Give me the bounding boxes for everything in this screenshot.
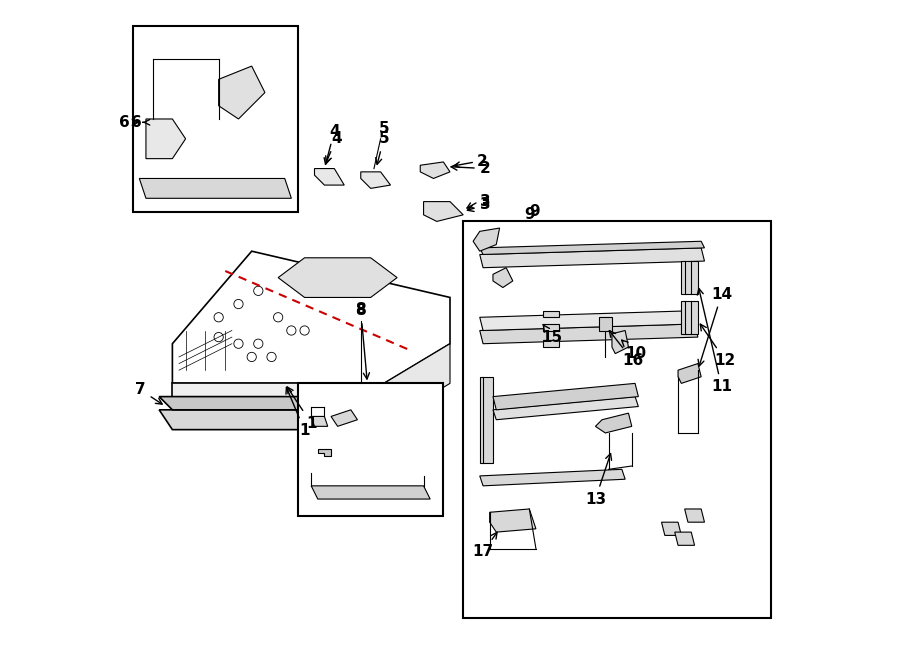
Polygon shape [480, 377, 493, 463]
Polygon shape [361, 172, 391, 188]
Polygon shape [331, 410, 357, 426]
Text: 15: 15 [541, 325, 562, 344]
Polygon shape [681, 301, 698, 334]
Text: 17: 17 [472, 532, 497, 559]
Text: 13: 13 [585, 453, 611, 506]
Polygon shape [490, 509, 536, 532]
Polygon shape [493, 268, 513, 288]
Polygon shape [493, 383, 638, 410]
Text: 2: 2 [476, 155, 487, 169]
Polygon shape [473, 228, 500, 251]
Text: 3: 3 [480, 194, 491, 209]
Polygon shape [681, 261, 698, 294]
Text: 1: 1 [286, 387, 310, 438]
Polygon shape [612, 330, 628, 354]
Polygon shape [278, 258, 397, 297]
Polygon shape [140, 178, 292, 198]
Text: 3: 3 [467, 198, 491, 212]
Polygon shape [480, 469, 626, 486]
Polygon shape [685, 509, 705, 522]
Polygon shape [173, 383, 384, 423]
Text: 11: 11 [698, 288, 732, 394]
Bar [132, 26, 298, 212]
Text: 12: 12 [700, 324, 735, 368]
Polygon shape [480, 248, 705, 268]
Polygon shape [675, 532, 695, 545]
Text: 8: 8 [356, 303, 370, 379]
Text: 10: 10 [622, 340, 646, 361]
Text: 6: 6 [131, 115, 142, 130]
Polygon shape [159, 397, 318, 410]
Polygon shape [662, 522, 681, 535]
Polygon shape [173, 251, 450, 383]
Text: 4: 4 [326, 132, 342, 163]
Polygon shape [493, 397, 638, 420]
Text: 2: 2 [451, 161, 490, 176]
Polygon shape [384, 344, 450, 423]
Polygon shape [543, 340, 559, 347]
Bar [464, 221, 770, 618]
Text: 4: 4 [324, 124, 339, 165]
Polygon shape [480, 324, 698, 344]
Text: 16: 16 [609, 330, 644, 368]
Bar [298, 383, 444, 516]
Polygon shape [678, 364, 701, 383]
Polygon shape [318, 449, 331, 456]
Text: 5: 5 [375, 132, 389, 165]
Polygon shape [314, 169, 344, 185]
Polygon shape [420, 162, 450, 178]
Polygon shape [480, 241, 705, 254]
Text: 5: 5 [379, 120, 389, 136]
Polygon shape [146, 119, 185, 159]
Polygon shape [424, 202, 464, 221]
Polygon shape [543, 311, 559, 317]
Text: 9: 9 [524, 208, 535, 222]
Polygon shape [159, 410, 318, 430]
Polygon shape [596, 413, 632, 433]
Text: 7: 7 [135, 383, 162, 404]
Text: 9: 9 [529, 204, 540, 219]
Text: 14: 14 [698, 287, 733, 366]
Polygon shape [480, 311, 698, 330]
Polygon shape [219, 66, 265, 119]
Polygon shape [311, 416, 328, 426]
Polygon shape [311, 486, 430, 499]
Text: 8: 8 [356, 302, 366, 317]
Polygon shape [598, 317, 612, 330]
Polygon shape [543, 324, 559, 330]
Text: 1: 1 [287, 387, 317, 430]
Text: 6: 6 [120, 115, 139, 130]
